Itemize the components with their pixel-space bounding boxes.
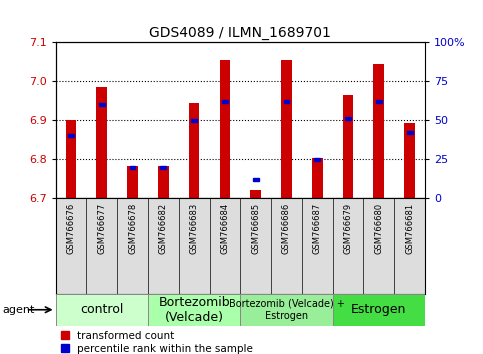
Bar <box>404 123 415 198</box>
Bar <box>222 100 228 103</box>
Text: GSM766682: GSM766682 <box>159 203 168 254</box>
Bar <box>314 158 320 161</box>
Text: GSM766683: GSM766683 <box>190 203 199 254</box>
Bar <box>66 120 76 198</box>
Title: GDS4089 / ILMN_1689701: GDS4089 / ILMN_1689701 <box>149 26 331 40</box>
Text: GSM766681: GSM766681 <box>405 203 414 254</box>
Bar <box>191 119 197 122</box>
Text: GSM766677: GSM766677 <box>97 203 106 254</box>
Bar <box>96 87 107 198</box>
Bar <box>219 60 230 198</box>
Bar <box>129 166 136 169</box>
Text: GSM766685: GSM766685 <box>251 203 260 254</box>
Text: control: control <box>80 303 124 316</box>
Text: GSM766679: GSM766679 <box>343 203 353 254</box>
Text: GSM766678: GSM766678 <box>128 203 137 254</box>
Bar <box>158 166 169 198</box>
Text: GSM766684: GSM766684 <box>220 203 229 254</box>
FancyBboxPatch shape <box>333 294 425 326</box>
FancyBboxPatch shape <box>56 294 148 326</box>
Text: Estrogen: Estrogen <box>351 303 407 316</box>
Bar <box>407 131 412 135</box>
FancyBboxPatch shape <box>240 294 333 326</box>
Bar <box>281 60 292 198</box>
Bar <box>342 95 354 198</box>
Bar <box>250 190 261 198</box>
FancyBboxPatch shape <box>148 294 240 326</box>
Bar <box>284 100 289 103</box>
Text: GSM766680: GSM766680 <box>374 203 384 254</box>
Text: GSM766687: GSM766687 <box>313 203 322 254</box>
Bar <box>345 117 351 120</box>
Bar <box>189 103 199 198</box>
Text: GSM766686: GSM766686 <box>282 203 291 254</box>
Legend: transformed count, percentile rank within the sample: transformed count, percentile rank withi… <box>61 331 253 354</box>
Bar <box>127 166 138 198</box>
Text: Bortezomib (Velcade) +
Estrogen: Bortezomib (Velcade) + Estrogen <box>228 299 344 321</box>
Text: GSM766676: GSM766676 <box>67 203 75 254</box>
Bar <box>160 166 166 169</box>
Text: Bortezomib
(Velcade): Bortezomib (Velcade) <box>158 296 230 324</box>
Bar <box>312 158 323 198</box>
Bar <box>373 64 384 198</box>
Bar <box>376 100 382 103</box>
Bar <box>68 135 74 137</box>
Bar <box>99 103 105 106</box>
Text: agent: agent <box>2 305 35 315</box>
Bar <box>253 178 259 181</box>
